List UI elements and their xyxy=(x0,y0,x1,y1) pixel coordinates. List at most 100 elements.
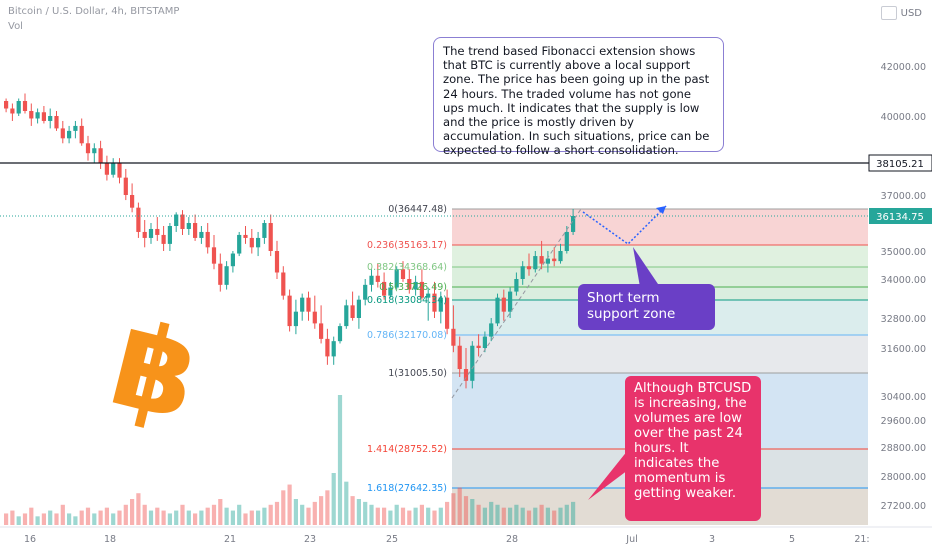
volume-bar xyxy=(501,507,506,525)
candle xyxy=(10,108,15,114)
volume-bar xyxy=(73,516,78,525)
volume-bar xyxy=(363,501,368,525)
candle xyxy=(130,195,135,208)
volume-bar xyxy=(400,507,406,525)
candle xyxy=(306,297,311,312)
volume-bar xyxy=(451,493,456,525)
candle xyxy=(451,328,456,346)
support-zone-callout[interactable]: Short term support zone xyxy=(578,284,715,330)
volume-bar xyxy=(545,507,550,525)
candle xyxy=(533,256,538,270)
volume-bar xyxy=(148,510,154,525)
time-axis: 16 18 21 23 25 28 Jul 3 5 21: xyxy=(0,526,932,545)
candle xyxy=(394,269,399,288)
candle xyxy=(400,269,406,279)
price-axis-label: 32800.00 xyxy=(881,314,926,325)
candle xyxy=(432,293,437,312)
candle xyxy=(281,272,286,296)
volume-bar xyxy=(533,507,538,525)
volume-bar xyxy=(526,510,532,525)
volume-bar xyxy=(10,510,15,525)
projection-arrow-icon xyxy=(656,206,666,214)
volume-bar xyxy=(243,513,248,525)
candle xyxy=(167,225,172,244)
candle xyxy=(545,258,550,264)
momentum-callout[interactable]: Although BTCUSD is increasing, the volum… xyxy=(625,376,761,521)
volume-bar xyxy=(136,493,141,525)
candle xyxy=(268,223,273,251)
volume-bar xyxy=(319,496,324,525)
volume-bar xyxy=(375,507,380,525)
volume-bar xyxy=(123,504,128,525)
support-pointer xyxy=(633,247,660,287)
fib-level-label: 0.382(34368.64) xyxy=(367,262,447,273)
candle xyxy=(558,251,563,262)
candle xyxy=(186,223,191,229)
volume-bar xyxy=(445,501,450,525)
volume-bar xyxy=(104,507,109,525)
candle xyxy=(337,326,343,342)
candle xyxy=(111,163,116,175)
candle xyxy=(520,266,525,279)
candle xyxy=(274,251,280,273)
volume-bar xyxy=(281,490,286,525)
candle xyxy=(489,323,494,337)
volume-bar xyxy=(470,499,475,525)
candle xyxy=(564,231,569,251)
candle xyxy=(350,305,355,318)
volume-bar xyxy=(482,507,487,525)
trend-extension-line xyxy=(451,208,582,399)
candle xyxy=(256,237,261,248)
fib-level-label: 1.414(28752.52) xyxy=(367,444,447,455)
volume-bar xyxy=(337,395,343,525)
volume-bar xyxy=(35,516,40,525)
volume-bar xyxy=(29,507,34,525)
volume-bar xyxy=(274,501,280,525)
price-axis-label: 34000.00 xyxy=(881,275,926,286)
time-axis-label: 5 xyxy=(789,534,795,545)
candle xyxy=(155,228,160,235)
candle xyxy=(388,287,393,296)
price-axis-label: 28000.00 xyxy=(881,472,926,483)
currency-selector[interactable]: USD xyxy=(880,6,922,20)
currency-label: USD xyxy=(900,8,922,19)
candle xyxy=(161,234,166,244)
fib-level-label: 1(31005.50) xyxy=(388,368,447,379)
price-axis-label: 37000.00 xyxy=(881,191,926,202)
candle xyxy=(382,281,387,296)
time-axis-label: Jul xyxy=(625,534,637,545)
price-axis-label: 29600.00 xyxy=(881,416,926,427)
candle xyxy=(552,258,557,262)
candle xyxy=(85,143,91,154)
volume-bar xyxy=(205,507,210,525)
candle xyxy=(407,279,412,290)
volume-bar xyxy=(4,513,9,525)
volume-bar xyxy=(60,504,65,525)
lock-scale-icon[interactable] xyxy=(880,6,897,20)
candle xyxy=(92,148,97,154)
volume-bar xyxy=(558,507,563,525)
volume-bar xyxy=(79,510,84,525)
candle xyxy=(142,231,147,238)
candle xyxy=(369,275,374,285)
fib-level-label: 0.618(33084.34) xyxy=(367,295,447,306)
volume-bar xyxy=(514,504,519,525)
price-tag xyxy=(868,154,932,172)
candle xyxy=(482,336,487,348)
candle xyxy=(457,345,462,370)
volume-bar xyxy=(174,510,179,525)
volume-bar xyxy=(186,510,191,525)
volume-bar xyxy=(268,504,273,525)
volume-bar xyxy=(92,513,97,525)
analysis-note[interactable]: The trend based Fibonacci extension show… xyxy=(433,37,724,157)
volume-bar xyxy=(155,507,160,525)
price-axis-label: 42000.00 xyxy=(881,62,926,73)
volume-indicator-label[interactable]: Vol xyxy=(8,21,23,32)
fib-level-label: 0.5(33726.49) xyxy=(379,282,447,293)
candles xyxy=(4,93,576,389)
fib-band xyxy=(452,335,868,373)
price-axis: 42000.00 40000.00 37000.00 35000.00 34000.00… xyxy=(881,62,926,512)
time-axis-label: 16 xyxy=(24,534,36,545)
volume-bar xyxy=(16,516,21,525)
